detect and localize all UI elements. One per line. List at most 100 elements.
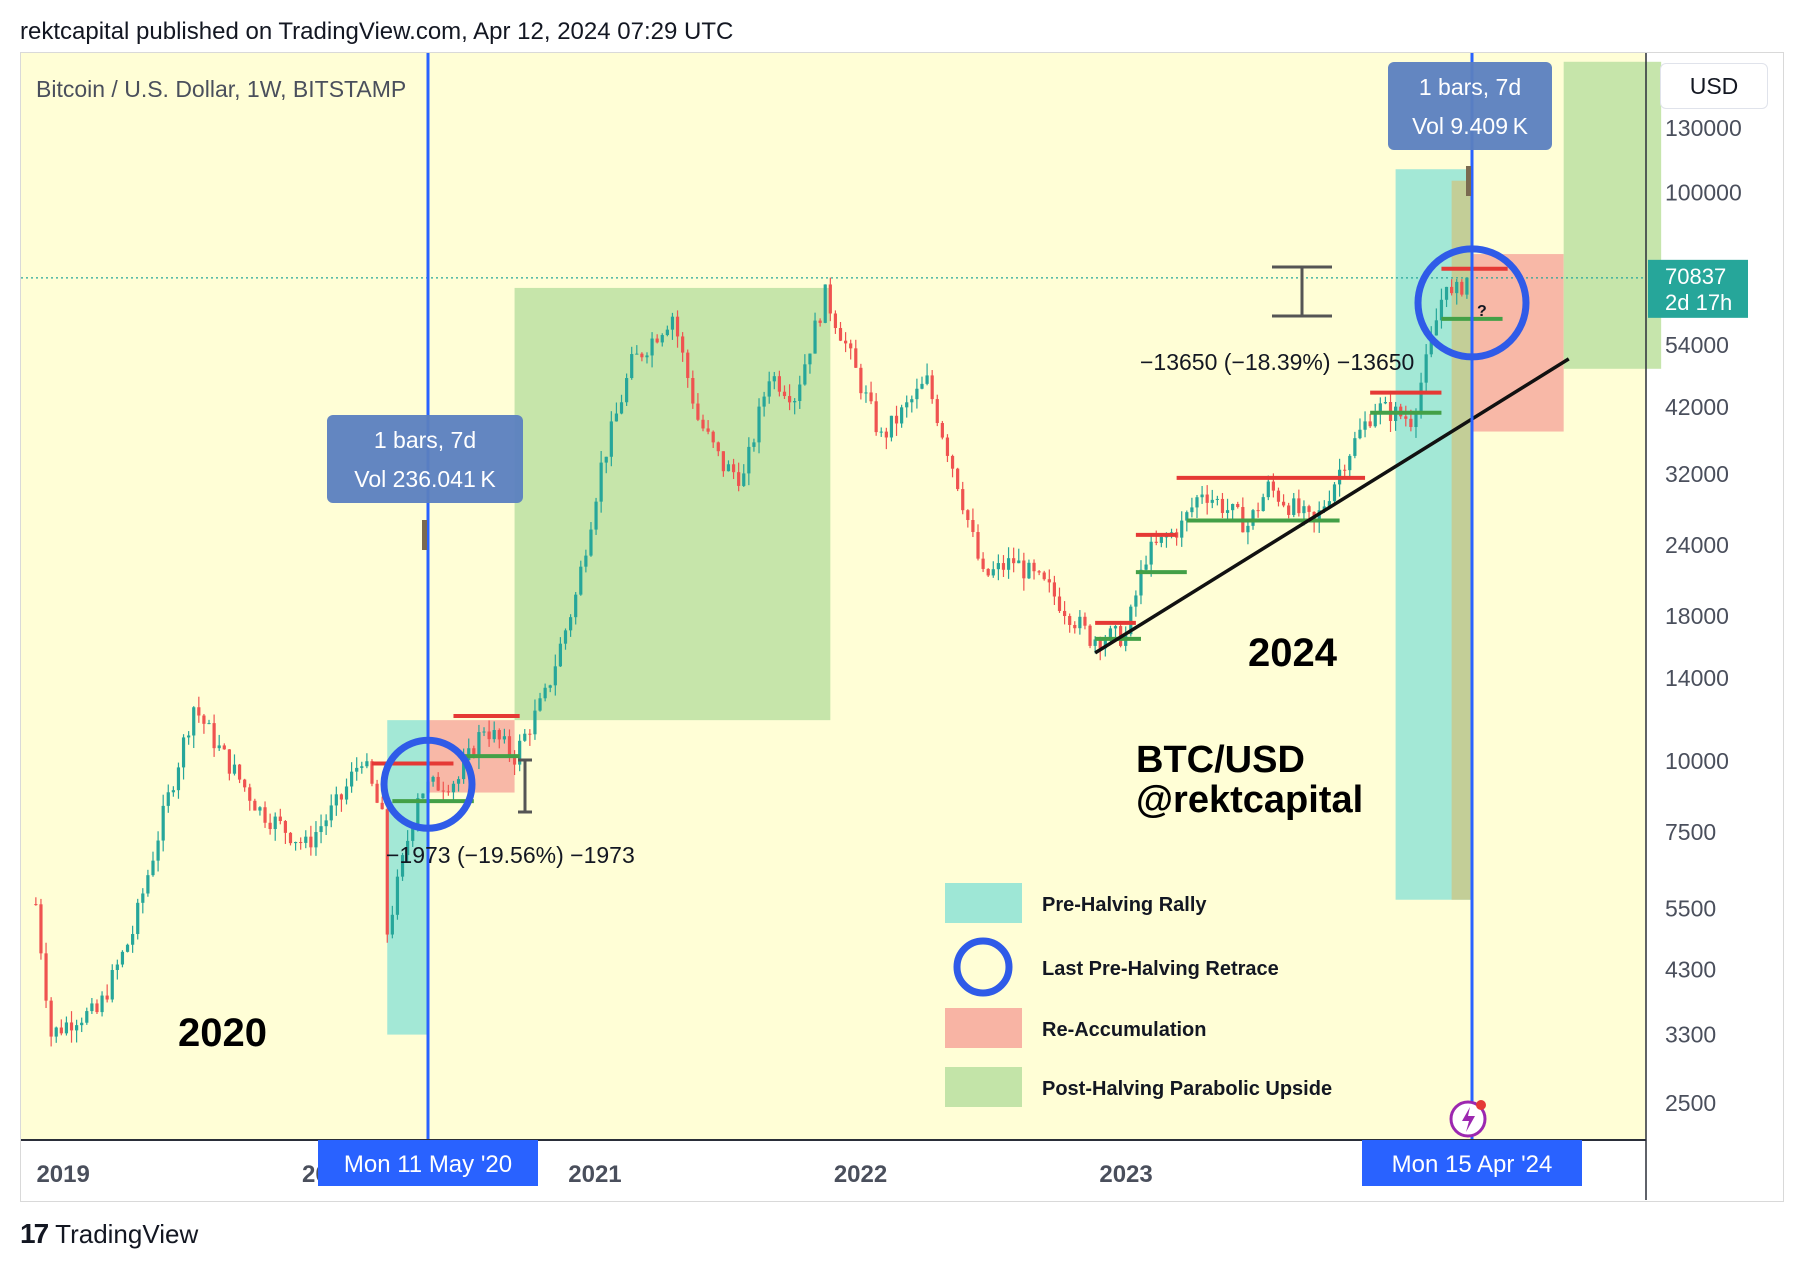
candle-body <box>1164 536 1169 538</box>
candle-body <box>920 383 924 389</box>
candle-body <box>1297 498 1301 514</box>
candle-body <box>1363 421 1367 430</box>
candle-body <box>390 914 394 935</box>
candle-body <box>787 396 792 403</box>
candle-body <box>360 766 364 768</box>
candle-body <box>1465 277 1469 295</box>
candle-body <box>365 761 369 767</box>
candle-body <box>625 378 629 403</box>
y-tick-label: 3300 <box>1665 1022 1716 1048</box>
candle-body <box>1210 499 1214 503</box>
candle-body <box>1220 498 1225 513</box>
candle-body <box>844 340 848 344</box>
candle-body <box>69 1022 74 1031</box>
y-tick-label: 130000 <box>1665 115 1742 141</box>
candle-body <box>777 376 781 392</box>
tooltip-2020-line1: 1 bars, 7d <box>374 427 476 453</box>
legend-label: Re-Accumulation <box>1042 1019 1206 1041</box>
candle-body <box>100 995 104 1013</box>
y-tick-label: 18000 <box>1665 603 1729 629</box>
candle-body <box>507 736 512 755</box>
candle-body <box>1414 411 1418 428</box>
candle-body <box>385 809 389 935</box>
candle-body <box>696 403 700 420</box>
candle-body <box>686 352 690 379</box>
candle-body <box>976 532 980 559</box>
candle-body <box>1343 469 1347 471</box>
candle-body <box>1302 506 1306 514</box>
candle-body <box>299 842 303 844</box>
measure-label-2020: −1973 (−19.56%) −1973 <box>386 842 635 868</box>
candle-body <box>487 731 491 740</box>
cursor-tick-2020 <box>422 520 427 550</box>
candle-body <box>1322 506 1326 511</box>
candle-body <box>492 730 496 740</box>
candle-body <box>553 666 557 686</box>
y-tick-label: 14000 <box>1665 665 1729 691</box>
currency-button[interactable]: USD <box>1660 63 1768 109</box>
candle-body <box>1373 412 1377 427</box>
candle-body <box>563 630 568 644</box>
candle-body <box>635 353 639 355</box>
candle-body <box>523 733 527 741</box>
candle-body <box>482 731 486 733</box>
legend-label: Pre-Halving Rally <box>1042 894 1207 916</box>
candle-body <box>344 786 349 800</box>
candle-body <box>670 316 675 330</box>
candle-body <box>416 798 420 826</box>
candle-body <box>533 710 537 735</box>
candle-body <box>950 455 955 469</box>
candle-body <box>1185 512 1189 521</box>
date-badge-2024: Mon 15 Apr '24 <box>1392 1151 1553 1178</box>
tooltip-2024-bg <box>1388 62 1552 150</box>
candle-body <box>1078 616 1082 629</box>
pair-label: BTC/USD <box>1136 739 1305 781</box>
candle-body <box>176 767 181 791</box>
tooltip-2024-line1: 1 bars, 7d <box>1419 74 1521 100</box>
candle-body <box>930 375 934 400</box>
x-tick-label: 2023 <box>1099 1161 1152 1188</box>
candle-body <box>1225 510 1230 513</box>
candle-body <box>161 805 165 841</box>
candle-body <box>1378 403 1382 413</box>
candle-body <box>1353 438 1357 456</box>
candle-body <box>1098 639 1102 649</box>
candle-body <box>1281 501 1286 506</box>
candle-body <box>731 464 736 473</box>
candle-body <box>456 779 461 784</box>
candle-body <box>1231 504 1235 511</box>
candle-body <box>808 353 812 365</box>
candle-body <box>711 431 715 443</box>
candle-body <box>894 415 899 424</box>
candle-body <box>1444 286 1449 300</box>
candle-body <box>497 730 501 740</box>
candle-body <box>431 776 435 782</box>
candle-body <box>996 563 1000 570</box>
candle-body <box>1266 481 1270 498</box>
candle-body <box>599 462 603 502</box>
candle-body <box>1383 402 1388 404</box>
last-price-badge <box>1648 259 1748 318</box>
candle-body <box>762 396 766 407</box>
candle-body <box>650 338 654 356</box>
candle-body <box>1292 498 1296 515</box>
candle-body <box>166 792 170 806</box>
x-tick-label: 2019 <box>36 1161 89 1188</box>
y-tick-label: 32000 <box>1665 461 1729 487</box>
candle-body <box>243 779 247 788</box>
candle-body <box>782 391 787 397</box>
candle-body <box>222 745 226 750</box>
candle-body <box>467 748 471 760</box>
candle-body <box>1358 429 1362 439</box>
date-badge-2020: Mon 11 May '20 <box>344 1151 512 1178</box>
candle-body <box>75 1025 79 1031</box>
candle-body <box>864 392 868 394</box>
year-label-2020: 2020 <box>178 1011 267 1055</box>
zone-post-halving-parabolic-upside-2 <box>514 287 831 721</box>
candle-body <box>90 1003 94 1012</box>
candle-body <box>477 732 481 757</box>
candle-body <box>34 904 38 906</box>
y-tick-label: 10000 <box>1665 748 1729 774</box>
candle-body <box>1113 626 1118 629</box>
